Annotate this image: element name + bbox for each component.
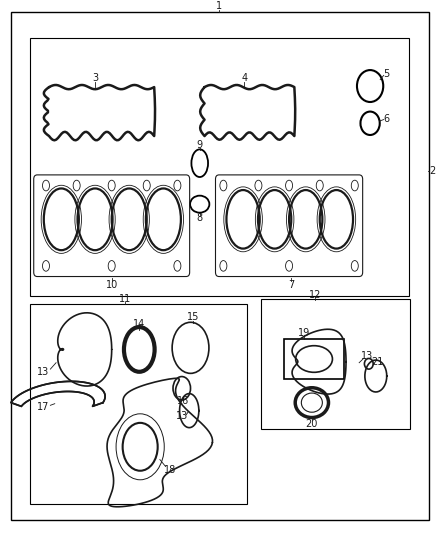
Text: 16: 16 xyxy=(177,396,189,406)
Text: 5: 5 xyxy=(383,69,389,79)
Bar xyxy=(30,38,409,296)
Text: 18: 18 xyxy=(164,465,176,475)
Bar xyxy=(261,299,410,429)
Text: 13: 13 xyxy=(361,351,373,361)
Text: 3: 3 xyxy=(92,73,99,83)
Text: 13: 13 xyxy=(37,367,49,377)
Text: 11: 11 xyxy=(119,294,131,304)
Ellipse shape xyxy=(301,393,322,412)
Text: 10: 10 xyxy=(106,280,118,290)
Text: 7: 7 xyxy=(288,280,294,290)
Text: 14: 14 xyxy=(133,319,145,329)
Text: 6: 6 xyxy=(383,114,389,124)
Text: 21: 21 xyxy=(371,357,384,367)
Text: 13: 13 xyxy=(176,411,188,421)
Text: 20: 20 xyxy=(306,419,318,429)
Text: 19: 19 xyxy=(298,328,311,338)
Text: 4: 4 xyxy=(241,73,247,83)
Text: 9: 9 xyxy=(197,140,203,150)
Text: 17: 17 xyxy=(37,402,49,412)
Text: 15: 15 xyxy=(187,312,199,322)
Text: 1: 1 xyxy=(216,1,222,11)
Bar xyxy=(30,304,247,504)
Text: 8: 8 xyxy=(197,213,203,223)
Bar xyxy=(284,339,344,378)
Text: 2: 2 xyxy=(430,166,436,176)
Text: 12: 12 xyxy=(309,289,321,300)
